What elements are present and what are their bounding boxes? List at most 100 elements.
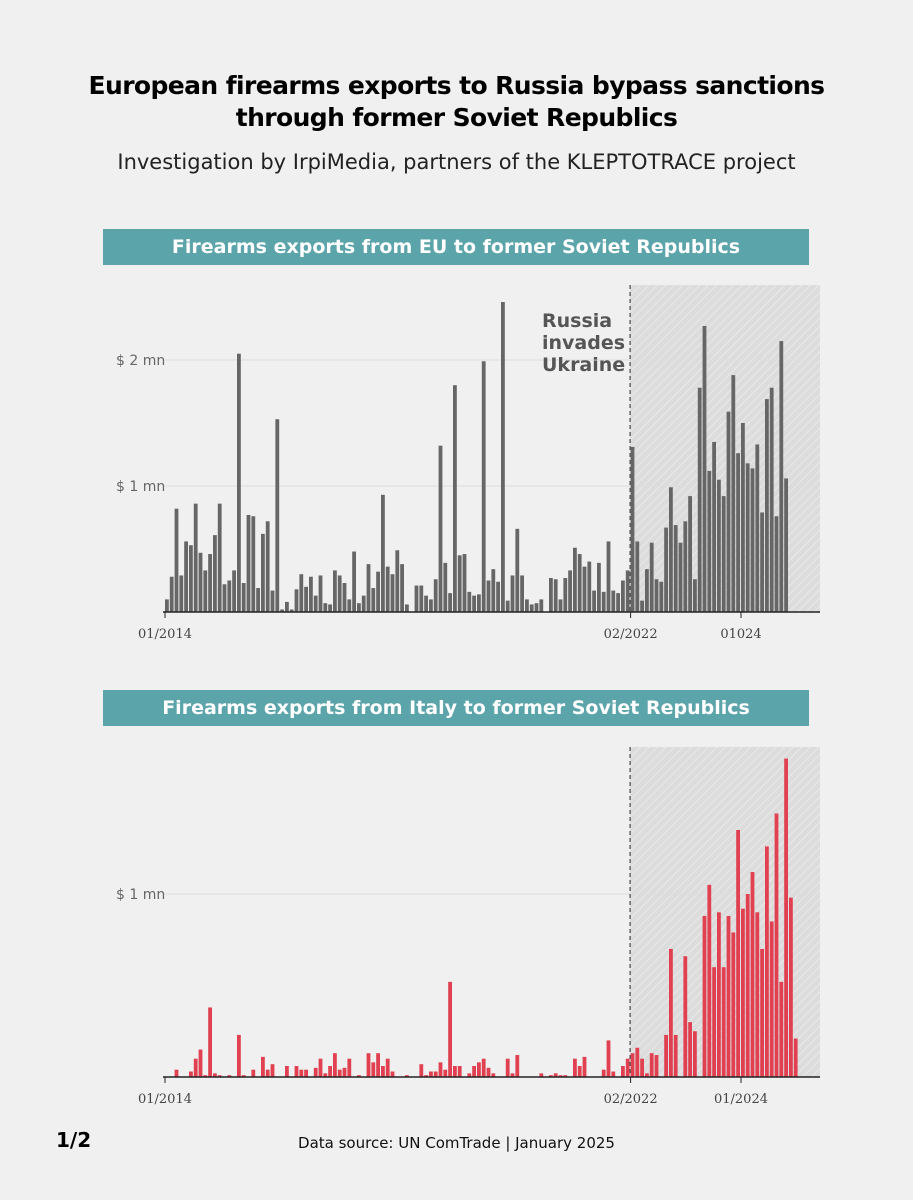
italy-bar bbox=[793, 1038, 798, 1077]
italy-bar bbox=[510, 1073, 515, 1077]
italy-bar bbox=[457, 1066, 462, 1077]
italy-bar bbox=[779, 981, 784, 1077]
eu-bar bbox=[285, 601, 289, 612]
eu-bar bbox=[515, 528, 520, 612]
eu-bar bbox=[496, 581, 500, 612]
italy-bar bbox=[640, 1058, 644, 1077]
italy-bar bbox=[285, 1066, 289, 1077]
eu-bar bbox=[323, 603, 328, 612]
italy-bar bbox=[625, 1058, 630, 1077]
eu-bar bbox=[246, 514, 251, 612]
italy-bar bbox=[741, 908, 745, 1077]
eu-bar bbox=[438, 445, 443, 612]
eu-bar bbox=[697, 387, 702, 612]
italy-bar bbox=[333, 1053, 337, 1077]
eu-bar bbox=[304, 586, 308, 612]
chart-title: European firearms exports to Russia bypa… bbox=[0, 70, 913, 134]
eu-bar bbox=[717, 479, 721, 612]
eu-bar bbox=[621, 580, 625, 612]
eu-bar bbox=[587, 561, 592, 612]
italy-bar bbox=[645, 1073, 649, 1077]
eu-bar bbox=[664, 527, 668, 612]
eu-bar bbox=[184, 541, 188, 612]
eu-bar bbox=[467, 591, 472, 612]
eu-bar bbox=[736, 453, 740, 612]
italy-bar bbox=[760, 948, 764, 1077]
eu-bar bbox=[457, 555, 462, 612]
italy-bar bbox=[405, 1075, 409, 1077]
eu-bar bbox=[731, 375, 736, 612]
eu-bar bbox=[414, 585, 419, 612]
italy-x-tick-label: 02/2022 bbox=[604, 1092, 658, 1107]
italy-bar bbox=[611, 1071, 616, 1077]
italy-bar bbox=[486, 1067, 491, 1077]
italy-bar bbox=[241, 1075, 246, 1077]
eu-y-tick-label: $ 1 mn bbox=[116, 479, 165, 495]
eu-bar bbox=[400, 564, 404, 612]
italy-bar bbox=[198, 1049, 203, 1077]
italy-bar bbox=[491, 1073, 496, 1077]
italy-bar bbox=[318, 1058, 323, 1077]
italy-bar bbox=[717, 912, 721, 1077]
eu-bar bbox=[275, 419, 280, 612]
eu-bar bbox=[539, 599, 544, 612]
eu-bar bbox=[678, 542, 683, 612]
eu-bar bbox=[419, 585, 424, 612]
eu-bar bbox=[597, 562, 601, 612]
italy-x-tick-label: 01/2014 bbox=[138, 1092, 192, 1107]
eu-bar bbox=[645, 569, 649, 612]
eu-bar bbox=[352, 551, 356, 612]
eu-x-tick-label: 02/2022 bbox=[604, 627, 658, 642]
italy-bar bbox=[736, 829, 740, 1077]
italy-bar bbox=[453, 1066, 457, 1077]
eu-bar bbox=[606, 541, 611, 612]
italy-bar bbox=[227, 1075, 232, 1077]
eu-bar bbox=[222, 584, 227, 612]
eu-bar bbox=[472, 595, 476, 612]
eu-bar bbox=[558, 599, 563, 612]
italy-bar bbox=[702, 915, 707, 1077]
italy-bar bbox=[573, 1058, 577, 1077]
eu-bar bbox=[582, 566, 587, 612]
italy-bar bbox=[654, 1055, 659, 1077]
eu-bar bbox=[189, 545, 193, 612]
page-indicator: 1/2 bbox=[56, 1128, 92, 1152]
italy-bar bbox=[261, 1056, 265, 1077]
eu-bar bbox=[357, 603, 361, 612]
italy-bar bbox=[505, 1058, 510, 1077]
eu-bar bbox=[433, 579, 438, 612]
italy-bar bbox=[294, 1066, 299, 1077]
italy-bar bbox=[237, 1034, 241, 1077]
chart-title-line-1: European firearms exports to Russia bypa… bbox=[88, 71, 826, 100]
italy-bar bbox=[477, 1062, 481, 1077]
invasion-annotation-line: invades bbox=[542, 332, 625, 354]
eu-bar bbox=[318, 575, 323, 612]
italy-bar bbox=[750, 872, 755, 1077]
italy-bar bbox=[381, 1066, 385, 1077]
eu-bar bbox=[213, 535, 217, 612]
eu-bar bbox=[654, 579, 659, 612]
italy-bar bbox=[669, 948, 673, 1077]
italy-bar bbox=[366, 1053, 371, 1077]
italy-bar bbox=[621, 1066, 625, 1077]
eu-bar bbox=[309, 576, 313, 612]
eu-bar bbox=[693, 579, 697, 612]
chart-subtitle: Investigation by IrpiMedia, partners of … bbox=[117, 150, 796, 174]
eu-bar bbox=[755, 444, 760, 612]
italy-bar bbox=[563, 1075, 568, 1077]
eu-bar bbox=[669, 487, 673, 612]
eu-bar bbox=[784, 478, 788, 612]
eu-bar bbox=[165, 599, 169, 612]
eu-bar bbox=[510, 575, 515, 612]
italy-chart-banner: Firearms exports from Italy to former So… bbox=[103, 690, 809, 726]
italy-bar bbox=[726, 915, 731, 1077]
italy-bar bbox=[203, 1075, 208, 1077]
italy-bar bbox=[265, 1069, 270, 1077]
italy-bar bbox=[635, 1047, 640, 1077]
eu-bar bbox=[241, 583, 246, 612]
italy-bar bbox=[481, 1058, 486, 1077]
eu-bar bbox=[208, 554, 212, 612]
eu-bar bbox=[429, 599, 433, 612]
eu-bar bbox=[529, 604, 534, 612]
italy-bar bbox=[582, 1056, 587, 1077]
